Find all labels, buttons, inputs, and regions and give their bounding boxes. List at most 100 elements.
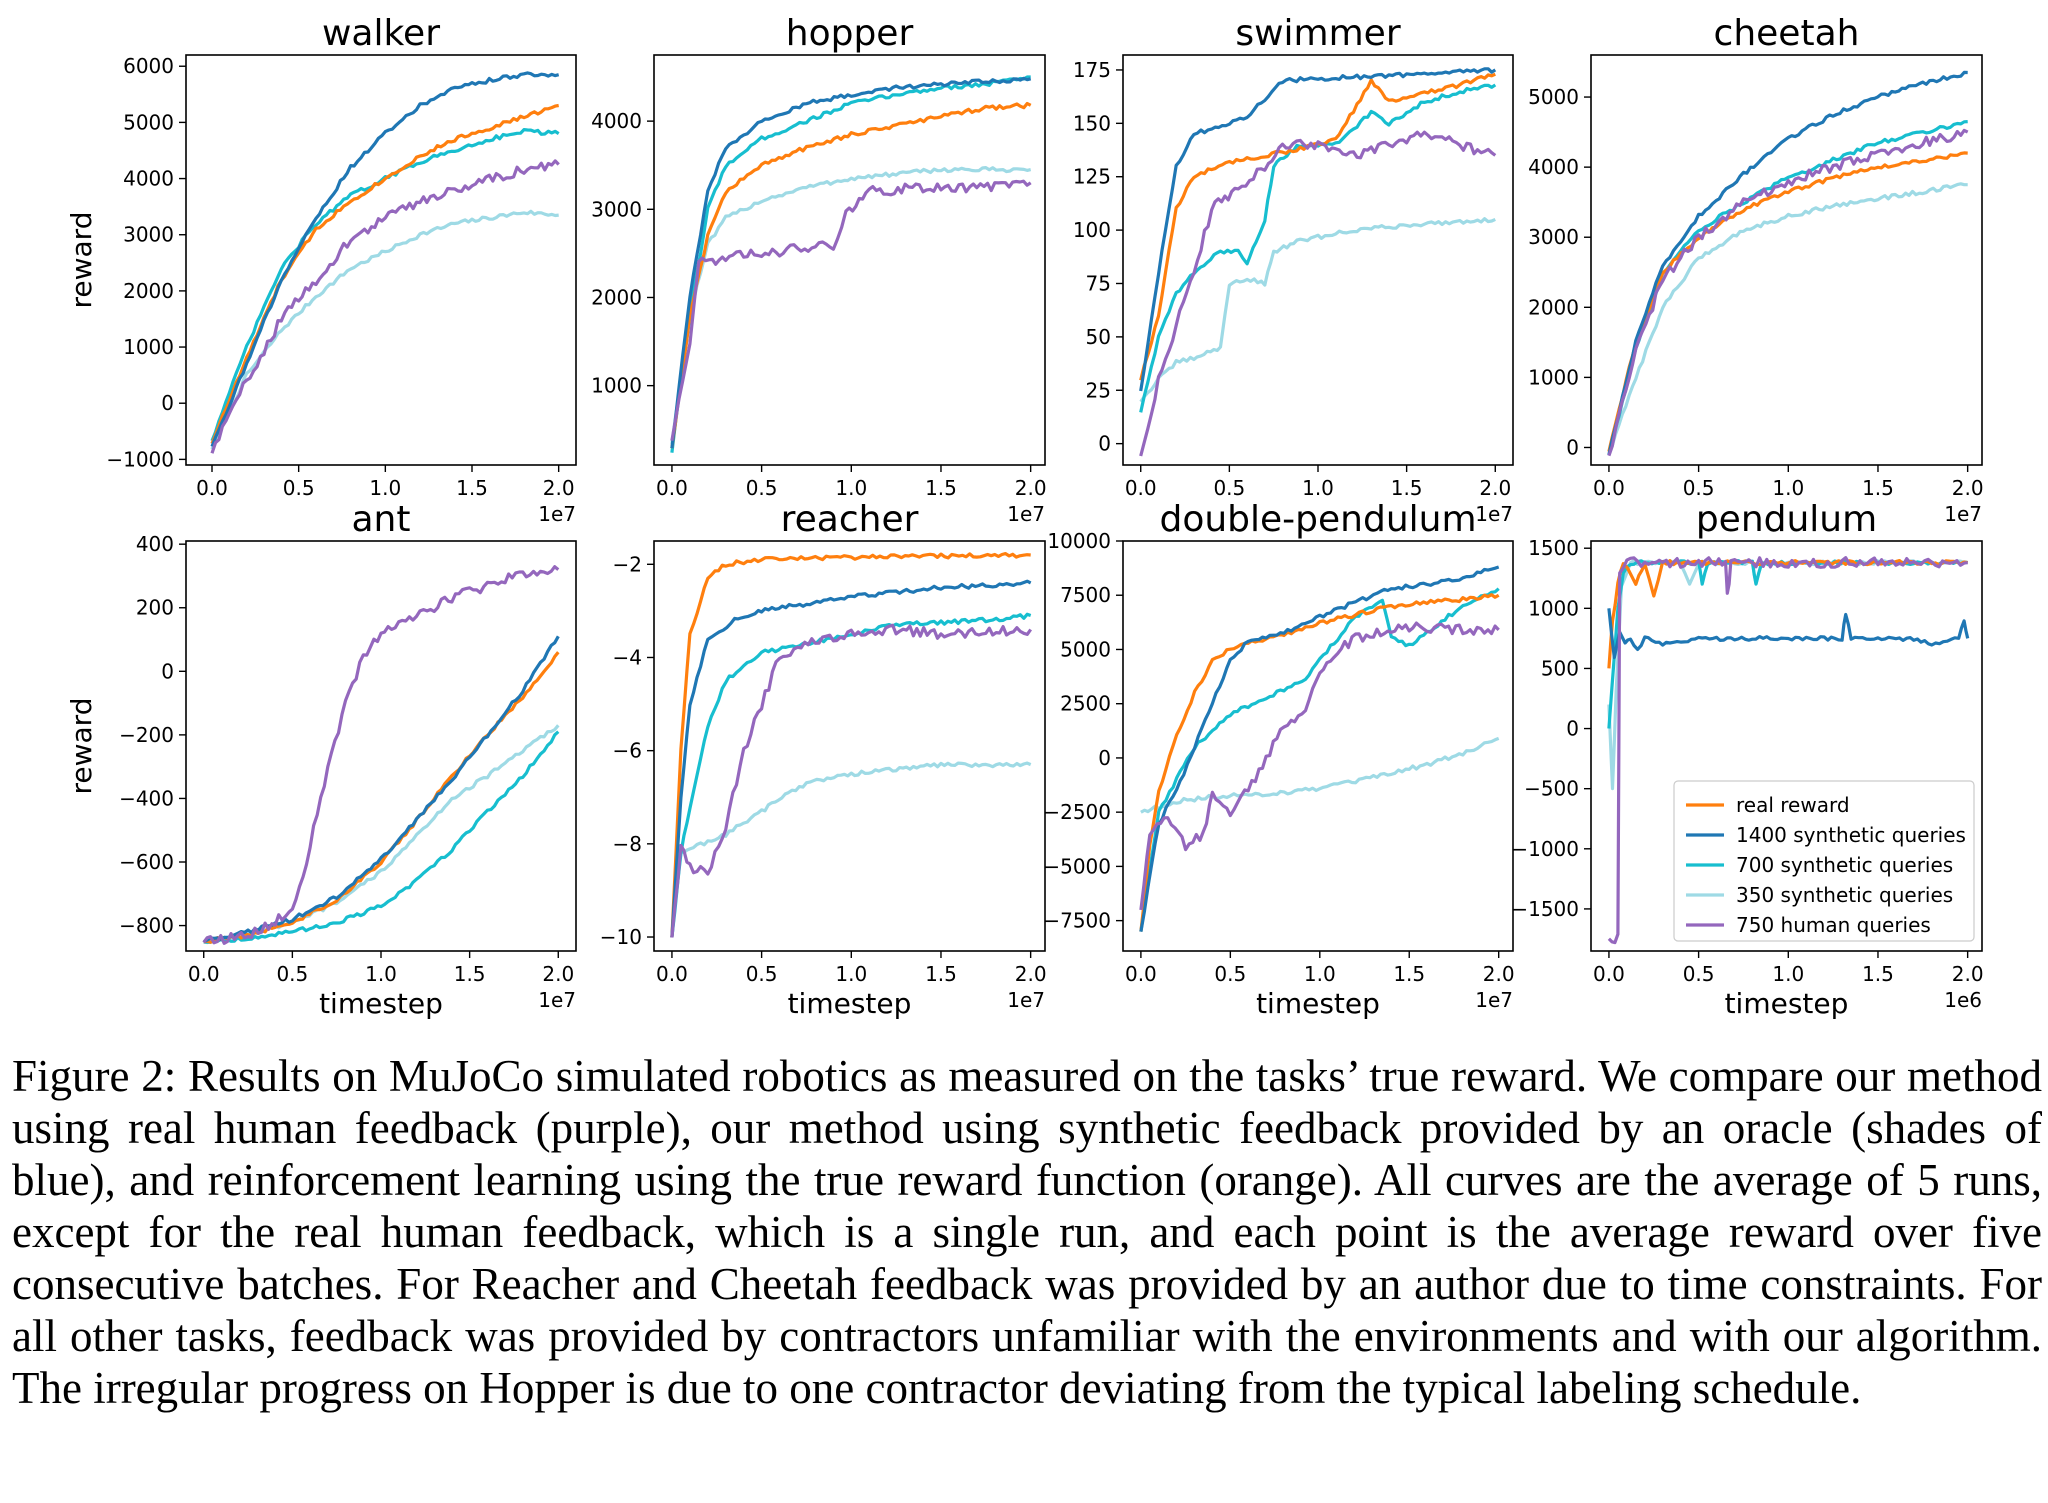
series-line-synthetic_1400 [1139,67,1497,392]
y-tick-label: 100 [1073,218,1111,242]
axes-frame [1590,540,1983,952]
x-tick-label: 2.0 [1479,476,1511,500]
y-tick-label: 150 [1073,111,1111,135]
chart-panel-ant: ant 0.0 0.5 1.0 1.5 2.0 −800 −600 −400 −200 0 200 40… [65,499,577,1020]
series-line-real_reward [1139,72,1496,381]
x-exponent-label: 1e7 [1475,988,1513,1012]
x-tick-label: 2.0 [1483,962,1515,986]
legend-entry-label: 700 synthetic queries [1736,853,1953,877]
series-line-synthetic_350 [670,166,1032,445]
x-tick-label: 1.5 [1391,476,1423,500]
x-tick-label: 2.0 [543,476,575,500]
x-tick-label: 0.0 [1593,962,1625,986]
axes-frame [653,54,1046,466]
series-line-synthetic_700 [203,730,560,944]
y-tick-label: −5000 [1043,854,1111,878]
x-tick-label: 0.0 [1125,962,1157,986]
chart-panel-walker: walker 0.0 0.5 1.0 1.5 2.0 −1000 0 1000 2000 3000 4… [65,13,577,526]
chart-panel-hopper: hopper 0.0 0.5 1.0 1.5 2.0 1000 2000 3000 4000 1e7 [591,13,1046,526]
x-axis-label: timestep [319,987,443,1020]
y-tick-label: 1000 [1528,596,1579,620]
y-tick-label: 25 [1086,378,1111,402]
y-tick-label: 3000 [591,197,642,221]
series-line-human_750 [670,179,1032,441]
y-tick-label: 0 [1098,746,1111,770]
series-line-synthetic_350 [1607,559,1968,791]
series-line-synthetic_350 [1607,182,1968,456]
panel-title: cheetah [1714,13,1860,54]
x-tick-label: 1.0 [1772,476,1804,500]
axes-frame [185,540,577,952]
y-tick-label: −600 [119,850,174,874]
series-line-synthetic_350 [670,761,1032,938]
x-tick-label: 1.0 [1302,476,1334,500]
series-line-synthetic_350 [1139,217,1496,403]
x-tick-label: 0.0 [656,962,688,986]
y-tick-label: 0 [161,391,174,415]
chart-panel-swimmer: swimmer 0.0 0.5 1.0 1.5 2.0 0 25 50 75 100 125 150 17… [1073,13,1514,526]
legend-entry-label: 1400 synthetic queries [1736,823,1966,847]
y-tick-label: 125 [1073,165,1111,189]
chart-legend: real reward 1400 synthetic queries 700 syn… [1673,780,1975,942]
series-line-real_reward [203,651,560,944]
series-line-human_750 [1607,128,1969,457]
series-line-human_750 [202,565,560,945]
x-tick-label: 2.0 [1952,962,1984,986]
series-line-synthetic_1400 [670,76,1032,449]
series-line-synthetic_700 [670,75,1031,453]
series-line-real_reward [1139,593,1500,932]
x-tick-label: 0.5 [283,476,315,500]
series-line-synthetic_700 [210,128,560,442]
x-tick-label: 1.0 [835,962,867,986]
x-tick-label: 0.5 [1214,962,1246,986]
y-tick-label: 7500 [1060,583,1111,607]
x-tick-label: 0.5 [1683,962,1715,986]
y-tick-label: 200 [136,596,174,620]
series-line-synthetic_700 [1607,120,1968,456]
x-tick-label: 0.0 [188,962,220,986]
x-tick-label: 1.5 [1862,962,1894,986]
y-tick-label: −4 [613,645,642,669]
x-tick-label: 0.5 [746,476,778,500]
y-tick-label: 0 [161,659,174,683]
y-tick-label: 3000 [123,223,174,247]
y-tick-label: −8 [613,832,642,856]
series-line-synthetic_700 [1139,587,1500,932]
y-axis-label: reward [65,698,98,795]
series-line-synthetic_1400 [202,635,560,944]
legend-entry-label: real reward [1736,793,1850,817]
series-line-real_reward [1607,559,1968,669]
chart-panel-reacher: reacher 0.0 0.5 1.0 1.5 2.0 −10 −8 −6 −4 −2 1e7 time… [600,499,1047,1020]
series-line-real_reward [1607,151,1968,452]
y-tick-label: 6000 [123,54,174,78]
panel-title: hopper [786,13,914,54]
y-tick-label: 10000 [1047,529,1111,553]
axes-frame [653,540,1046,952]
legend-entry-label: 750 human queries [1736,913,1931,937]
y-tick-label: 1000 [591,374,642,398]
x-axis-label: timestep [788,987,912,1020]
x-tick-label: 2.0 [1952,476,1984,500]
y-tick-label: 1500 [1528,536,1579,560]
panel-title: pendulum [1696,499,1877,540]
x-tick-label: 0.5 [746,962,778,986]
panel-title: walker [322,13,440,54]
x-tick-label: 1.5 [456,476,488,500]
y-tick-label: 4000 [123,167,174,191]
y-tick-label: 2000 [1528,295,1579,319]
y-tick-label: −800 [119,914,174,938]
y-tick-label: 5000 [1528,85,1579,109]
x-tick-label: 2.0 [1015,476,1047,500]
series-line-synthetic_1400 [670,579,1032,938]
series-line-real_reward [670,552,1031,938]
y-tick-label: −400 [119,786,174,810]
chart-panel-cheetah: cheetah 0.0 0.5 1.0 1.5 2.0 0 1000 2000 3000 4000 5… [1528,13,1983,526]
y-tick-label: 1000 [1528,365,1579,389]
x-exponent-label: 1e6 [1944,988,1982,1012]
y-tick-label: −6 [613,739,642,763]
y-tick-label: −200 [119,723,174,747]
series-line-synthetic_1400 [210,71,560,447]
x-tick-label: 2.0 [542,962,574,986]
x-exponent-label: 1e7 [1944,502,1982,526]
y-tick-label: 3000 [1528,225,1579,249]
